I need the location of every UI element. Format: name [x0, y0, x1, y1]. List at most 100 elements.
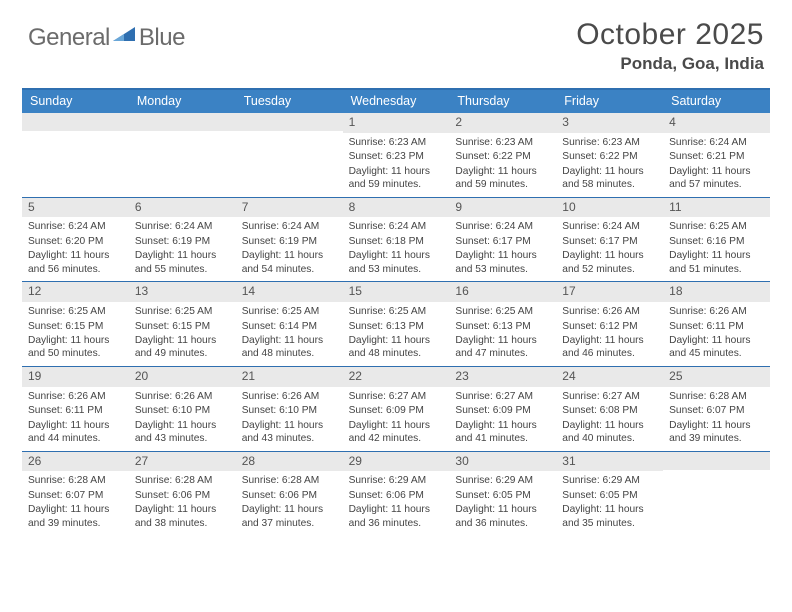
sunrise-line: Sunrise: 6:26 AM — [135, 390, 230, 403]
sunset-line: Sunset: 6:10 PM — [242, 404, 337, 417]
sunrise-line: Sunrise: 6:24 AM — [562, 220, 657, 233]
day-detail: Sunrise: 6:28 AMSunset: 6:07 PMDaylight:… — [22, 474, 129, 535]
day-number: 18 — [663, 282, 770, 302]
sunset-line: Sunset: 6:06 PM — [349, 489, 444, 502]
daylight-line: Daylight: 11 hours and 55 minutes. — [135, 249, 230, 276]
day-detail: Sunrise: 6:23 AMSunset: 6:23 PMDaylight:… — [343, 136, 450, 197]
sunrise-line: Sunrise: 6:24 AM — [28, 220, 123, 233]
weeks-container: 1Sunrise: 6:23 AMSunset: 6:23 PMDaylight… — [22, 113, 770, 535]
sunset-line: Sunset: 6:22 PM — [455, 150, 550, 163]
daylight-line: Daylight: 11 hours and 58 minutes. — [562, 165, 657, 192]
daylight-line: Daylight: 11 hours and 53 minutes. — [349, 249, 444, 276]
day-detail: Sunrise: 6:27 AMSunset: 6:09 PMDaylight:… — [449, 390, 556, 451]
day-number: 10 — [556, 198, 663, 218]
sunrise-line: Sunrise: 6:24 AM — [135, 220, 230, 233]
weekday-label: Wednesday — [343, 90, 450, 113]
day-number: 13 — [129, 282, 236, 302]
day-number: 25 — [663, 367, 770, 387]
day-detail: Sunrise: 6:26 AMSunset: 6:10 PMDaylight:… — [236, 390, 343, 451]
calendar-cell: 19Sunrise: 6:26 AMSunset: 6:11 PMDayligh… — [22, 367, 129, 451]
sunset-line: Sunset: 6:13 PM — [349, 320, 444, 333]
sunrise-line: Sunrise: 6:24 AM — [455, 220, 550, 233]
daylight-line: Daylight: 11 hours and 59 minutes. — [349, 165, 444, 192]
calendar-cell: 4Sunrise: 6:24 AMSunset: 6:21 PMDaylight… — [663, 113, 770, 197]
sunrise-line: Sunrise: 6:29 AM — [455, 474, 550, 487]
sunset-line: Sunset: 6:19 PM — [242, 235, 337, 248]
calendar-cell: 18Sunrise: 6:26 AMSunset: 6:11 PMDayligh… — [663, 282, 770, 366]
day-number: 27 — [129, 452, 236, 472]
calendar-cell: 7Sunrise: 6:24 AMSunset: 6:19 PMDaylight… — [236, 198, 343, 282]
day-detail: Sunrise: 6:24 AMSunset: 6:17 PMDaylight:… — [449, 220, 556, 281]
calendar-cell: 5Sunrise: 6:24 AMSunset: 6:20 PMDaylight… — [22, 198, 129, 282]
calendar-cell: 17 Sunrise: 6:26 AMSunset: 6:12 PMDayligh… — [556, 282, 663, 366]
day-number: 20 — [129, 367, 236, 387]
weekday-label: Tuesday — [236, 90, 343, 113]
calendar-cell: 9Sunrise: 6:24 AMSunset: 6:17 PMDaylight… — [449, 198, 556, 282]
calendar-cell: 14Sunrise: 6:25 AMSunset: 6:14 PMDayligh… — [236, 282, 343, 366]
daylight-line: Daylight: 11 hours and 50 minutes. — [28, 334, 123, 361]
calendar-cell: 12Sunrise: 6:25 AMSunset: 6:15 PMDayligh… — [22, 282, 129, 366]
sunrise-line: Sunrise: 6:28 AM — [669, 390, 764, 403]
daylight-line: Daylight: 11 hours and 36 minutes. — [349, 503, 444, 530]
daylight-line: Daylight: 11 hours and 48 minutes. — [242, 334, 337, 361]
daylight-line: Daylight: 11 hours and 46 minutes. — [562, 334, 657, 361]
sunset-line: Sunset: 6:15 PM — [28, 320, 123, 333]
day-detail: Sunrise: 6:25 AMSunset: 6:13 PMDaylight:… — [343, 305, 450, 366]
weekday-label: Monday — [129, 90, 236, 113]
sunrise-line: Sunrise: 6:28 AM — [135, 474, 230, 487]
day-detail: Sunrise: 6:29 AMSunset: 6:05 PMDaylight:… — [556, 474, 663, 535]
weekday-label: Sunday — [22, 90, 129, 113]
sunset-line: Sunset: 6:05 PM — [455, 489, 550, 502]
day-detail: Sunrise: 6:29 AMSunset: 6:06 PMDaylight:… — [343, 474, 450, 535]
calendar-cell: 27Sunrise: 6:28 AMSunset: 6:06 PMDayligh… — [129, 452, 236, 536]
calendar-cell: 13Sunrise: 6:25 AMSunset: 6:15 PMDayligh… — [129, 282, 236, 366]
calendar-cell: 8Sunrise: 6:24 AMSunset: 6:18 PMDaylight… — [343, 198, 450, 282]
calendar-cell: 24Sunrise: 6:27 AMSunset: 6:08 PMDayligh… — [556, 367, 663, 451]
sunset-line: Sunset: 6:15 PM — [135, 320, 230, 333]
calendar-cell — [129, 113, 236, 197]
day-number: 30 — [449, 452, 556, 472]
daylight-line: Daylight: 11 hours and 37 minutes. — [242, 503, 337, 530]
month-title: October 2025 — [576, 18, 764, 52]
sunset-line: Sunset: 6:06 PM — [242, 489, 337, 502]
day-detail: Sunrise: 6:24 AMSunset: 6:20 PMDaylight:… — [22, 220, 129, 281]
sunset-line: Sunset: 6:10 PM — [135, 404, 230, 417]
day-detail: Sunrise: 6:26 AMSunset: 6:12 PMDaylight:… — [556, 305, 663, 366]
day-number: 29 — [343, 452, 450, 472]
sunset-line: Sunset: 6:17 PM — [562, 235, 657, 248]
daylight-line: Daylight: 11 hours and 35 minutes. — [562, 503, 657, 530]
weekday-label: Saturday — [663, 90, 770, 113]
daylight-line: Daylight: 11 hours and 41 minutes. — [455, 419, 550, 446]
day-detail: Sunrise: 6:29 AMSunset: 6:05 PMDaylight:… — [449, 474, 556, 535]
calendar-cell: 23 Sunrise: 6:27 AMSunset: 6:09 PMDayligh… — [449, 367, 556, 451]
day-number: 8 — [343, 198, 450, 218]
brand-word2: Blue — [139, 24, 185, 52]
day-detail: Sunrise: 6:24 AMSunset: 6:21 PMDaylight:… — [663, 136, 770, 197]
day-number: 17 — [556, 282, 663, 302]
daylight-line: Daylight: 11 hours and 51 minutes. — [669, 249, 764, 276]
location: Ponda, Goa, India — [576, 54, 764, 74]
calendar-cell: 16Sunrise: 6:25 AMSunset: 6:13 PMDayligh… — [449, 282, 556, 366]
weekday-header: Sunday Monday Tuesday Wednesday Thursday… — [22, 90, 770, 113]
day-detail: Sunrise: 6:25 AMSunset: 6:14 PMDaylight:… — [236, 305, 343, 366]
sunrise-line: Sunrise: 6:25 AM — [669, 220, 764, 233]
weekday-label: Friday — [556, 90, 663, 113]
day-detail: Sunrise: 6:25 AMSunset: 6:15 PMDaylight:… — [22, 305, 129, 366]
daylight-line: Daylight: 11 hours and 40 minutes. — [562, 419, 657, 446]
calendar-cell: 10Sunrise: 6:24 AMSunset: 6:17 PMDayligh… — [556, 198, 663, 282]
sunrise-line: Sunrise: 6:26 AM — [28, 390, 123, 403]
daylight-line: Daylight: 11 hours and 38 minutes. — [135, 503, 230, 530]
sunrise-line: Sunrise: 6:23 AM — [562, 136, 657, 149]
calendar-cell: 21 Sunrise: 6:26 AMSunset: 6:10 PMDayligh… — [236, 367, 343, 451]
calendar-cell: 20Sunrise: 6:26 AMSunset: 6:10 PMDayligh… — [129, 367, 236, 451]
daylight-line: Daylight: 11 hours and 47 minutes. — [455, 334, 550, 361]
day-number: 21 — [236, 367, 343, 387]
weekday-label: Thursday — [449, 90, 556, 113]
day-number: 9 — [449, 198, 556, 218]
sunrise-line: Sunrise: 6:26 AM — [669, 305, 764, 318]
day-detail: Sunrise: 6:24 AMSunset: 6:17 PMDaylight:… — [556, 220, 663, 281]
sunrise-line: Sunrise: 6:23 AM — [349, 136, 444, 149]
sunset-line: Sunset: 6:19 PM — [135, 235, 230, 248]
day-number: 23 — [449, 367, 556, 387]
daylight-line: Daylight: 11 hours and 48 minutes. — [349, 334, 444, 361]
